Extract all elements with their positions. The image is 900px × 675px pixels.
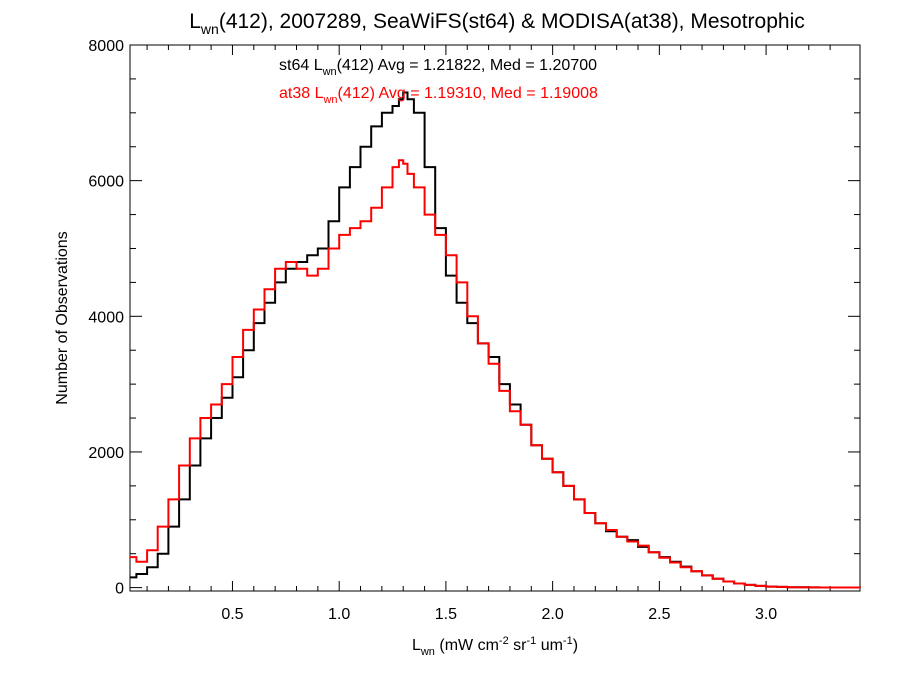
chart-title: Lwn(412), 2007289, SeaWiFS(st64) & MODIS… bbox=[189, 10, 805, 37]
y-tick-label: 8000 bbox=[88, 38, 124, 55]
x-axis-ticks: 0.5 1.0 1.5 2.0 2.5 3.0 bbox=[146, 45, 831, 623]
x-tick-label: 2.5 bbox=[648, 606, 670, 623]
series-line-at38 bbox=[130, 159, 861, 589]
x-tick-label: 3.0 bbox=[755, 606, 777, 623]
y-tick-label: 6000 bbox=[88, 174, 124, 191]
y-tick-label: 0 bbox=[115, 581, 124, 598]
y-tick-label: 2000 bbox=[88, 445, 124, 462]
x-tick-label: 1.5 bbox=[435, 606, 457, 623]
x-tick-label: 2.0 bbox=[542, 606, 564, 623]
x-tick-label: 1.0 bbox=[328, 606, 350, 623]
y-axis-ticks: 0 2000 4000 6000 8000 bbox=[88, 38, 860, 598]
y-tick-label: 4000 bbox=[88, 309, 124, 326]
x-tick-label: 0.5 bbox=[221, 606, 243, 623]
plot-frame bbox=[129, 44, 861, 592]
annotation-at38: at38 Lwn(412) Avg = 1.19310, Med = 1.190… bbox=[279, 85, 598, 106]
x-axis-label: Lwn (mW cm-2 sr-1 um-1) bbox=[412, 635, 578, 658]
series-line-st64 bbox=[130, 91, 861, 589]
y-axis-label: Number of Observations bbox=[54, 231, 71, 404]
series-group bbox=[130, 91, 861, 589]
annotation-st64: st64 Lwn(412) Avg = 1.21822, Med = 1.207… bbox=[279, 57, 597, 78]
